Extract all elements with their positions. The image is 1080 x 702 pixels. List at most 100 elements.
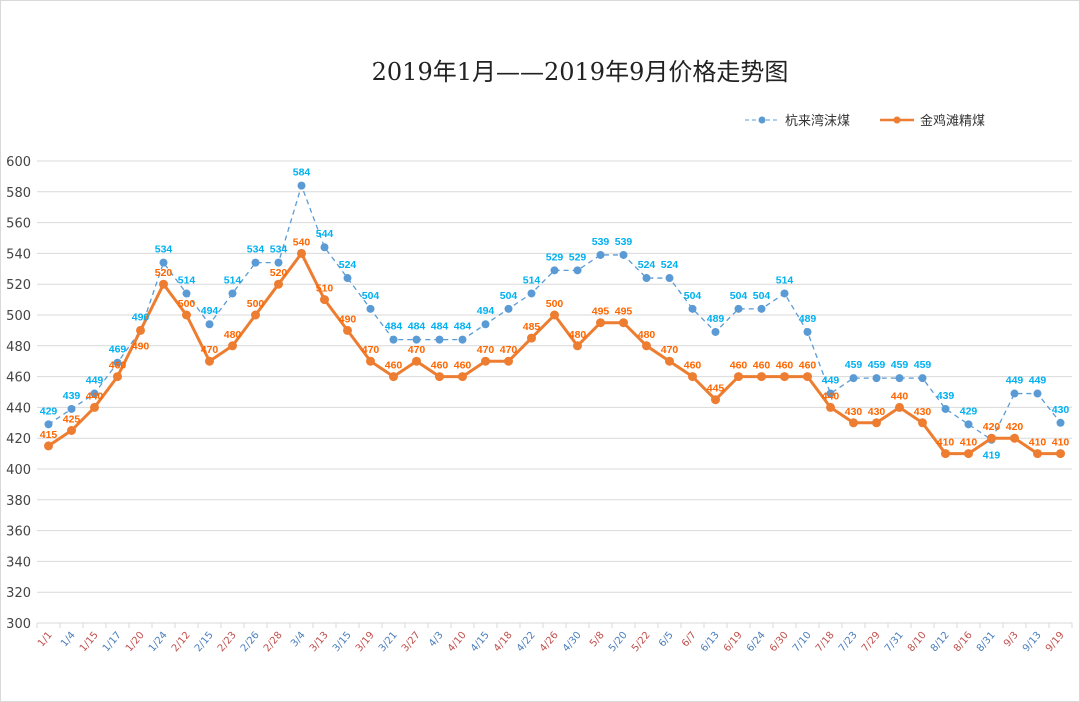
data-label: 460	[454, 360, 472, 372]
data-label: 470	[408, 344, 426, 356]
data-label: 485	[523, 321, 541, 333]
data-label: 520	[270, 267, 288, 279]
data-label: 514	[178, 274, 196, 286]
x-tick-label: 2/23	[216, 630, 239, 654]
data-label: 470	[500, 344, 518, 356]
data-label: 460	[385, 360, 403, 372]
x-tick-label: 4/10	[446, 630, 469, 654]
data-label: 459	[845, 359, 863, 371]
data-point	[596, 318, 605, 328]
data-label: 534	[247, 244, 265, 256]
data-label: 449	[86, 375, 104, 387]
data-point	[688, 372, 697, 382]
data-point	[1056, 418, 1065, 427]
y-tick-label: 320	[6, 586, 31, 601]
data-point	[67, 426, 76, 435]
data-point	[44, 420, 53, 429]
data-label: 539	[592, 236, 610, 248]
data-point	[619, 318, 628, 328]
data-label: 495	[592, 306, 610, 318]
data-label: 410	[937, 437, 955, 449]
y-tick-label: 380	[6, 494, 31, 509]
data-point	[320, 243, 329, 252]
data-label: 449	[822, 375, 840, 387]
data-point	[826, 402, 835, 412]
data-point	[228, 289, 237, 298]
data-label: 410	[960, 437, 978, 449]
data-point	[205, 356, 214, 366]
y-tick-label: 560	[6, 217, 31, 232]
data-label: 410	[1029, 437, 1047, 449]
data-point	[941, 449, 950, 459]
data-point	[964, 420, 973, 429]
data-label: 460	[753, 360, 771, 372]
x-tick-label: 3/15	[331, 630, 354, 654]
data-label: 439	[937, 390, 955, 402]
x-tick-label: 1/17	[101, 630, 124, 654]
y-tick-label: 500	[6, 309, 31, 324]
data-label: 540	[293, 236, 311, 248]
data-label: 524	[638, 259, 656, 271]
data-label: 449	[1029, 375, 1047, 387]
legend-label: 金鸡滩精煤	[920, 114, 986, 129]
data-point	[251, 258, 260, 267]
data-point	[159, 279, 168, 289]
data-label: 489	[707, 313, 725, 325]
data-label: 529	[569, 251, 587, 263]
data-point	[872, 418, 881, 428]
data-point	[918, 374, 927, 383]
x-tick-label: 2/26	[239, 630, 262, 654]
data-point	[987, 433, 996, 443]
data-point	[849, 374, 858, 383]
data-label: 470	[477, 344, 495, 356]
x-tick-label: 7/10	[791, 630, 814, 654]
data-point	[366, 356, 375, 366]
x-tick-label: 3/19	[354, 630, 377, 654]
data-point	[90, 402, 99, 412]
data-label: 484	[431, 321, 449, 333]
data-point	[757, 372, 766, 382]
x-tick-label: 4/30	[561, 630, 584, 654]
data-point	[458, 372, 467, 382]
data-label: 460	[109, 360, 127, 372]
data-point	[481, 356, 490, 366]
data-point	[343, 325, 352, 335]
data-label: 460	[730, 360, 748, 372]
data-point	[527, 289, 536, 298]
data-point	[113, 358, 122, 367]
data-label: 510	[316, 283, 334, 295]
legend-item-series-1: 杭来湾沫煤	[745, 110, 850, 129]
data-label: 470	[362, 344, 380, 356]
data-point	[757, 304, 766, 313]
y-tick-label: 440	[6, 401, 31, 416]
x-tick-label: 9/13	[1021, 630, 1044, 654]
x-tick-label: 4/18	[492, 630, 515, 654]
y-tick-label: 360	[6, 525, 31, 540]
data-point	[780, 372, 789, 382]
data-point	[343, 274, 352, 283]
data-point	[228, 341, 237, 351]
y-tick-label: 400	[6, 463, 31, 478]
x-tick-label: 1/1	[36, 630, 55, 649]
data-label: 490	[339, 313, 357, 325]
data-label: 430	[845, 406, 863, 418]
data-label: 480	[224, 329, 242, 341]
data-point	[941, 404, 950, 413]
data-label: 440	[86, 390, 104, 402]
data-point	[504, 356, 513, 366]
x-tick-label: 5/8	[588, 630, 607, 649]
data-point	[803, 327, 812, 336]
data-label: 439	[63, 390, 81, 402]
data-point	[1033, 389, 1042, 398]
data-label: 504	[730, 290, 748, 302]
data-label: 410	[1052, 437, 1070, 449]
data-label: 524	[339, 259, 357, 271]
data-point	[550, 266, 559, 275]
data-label: 429	[40, 405, 58, 417]
data-label: 459	[891, 359, 909, 371]
data-label: 480	[569, 329, 587, 341]
data-label: 460	[799, 360, 817, 372]
data-point	[642, 274, 651, 283]
x-tick-label: 6/7	[680, 630, 699, 649]
data-point	[435, 372, 444, 382]
